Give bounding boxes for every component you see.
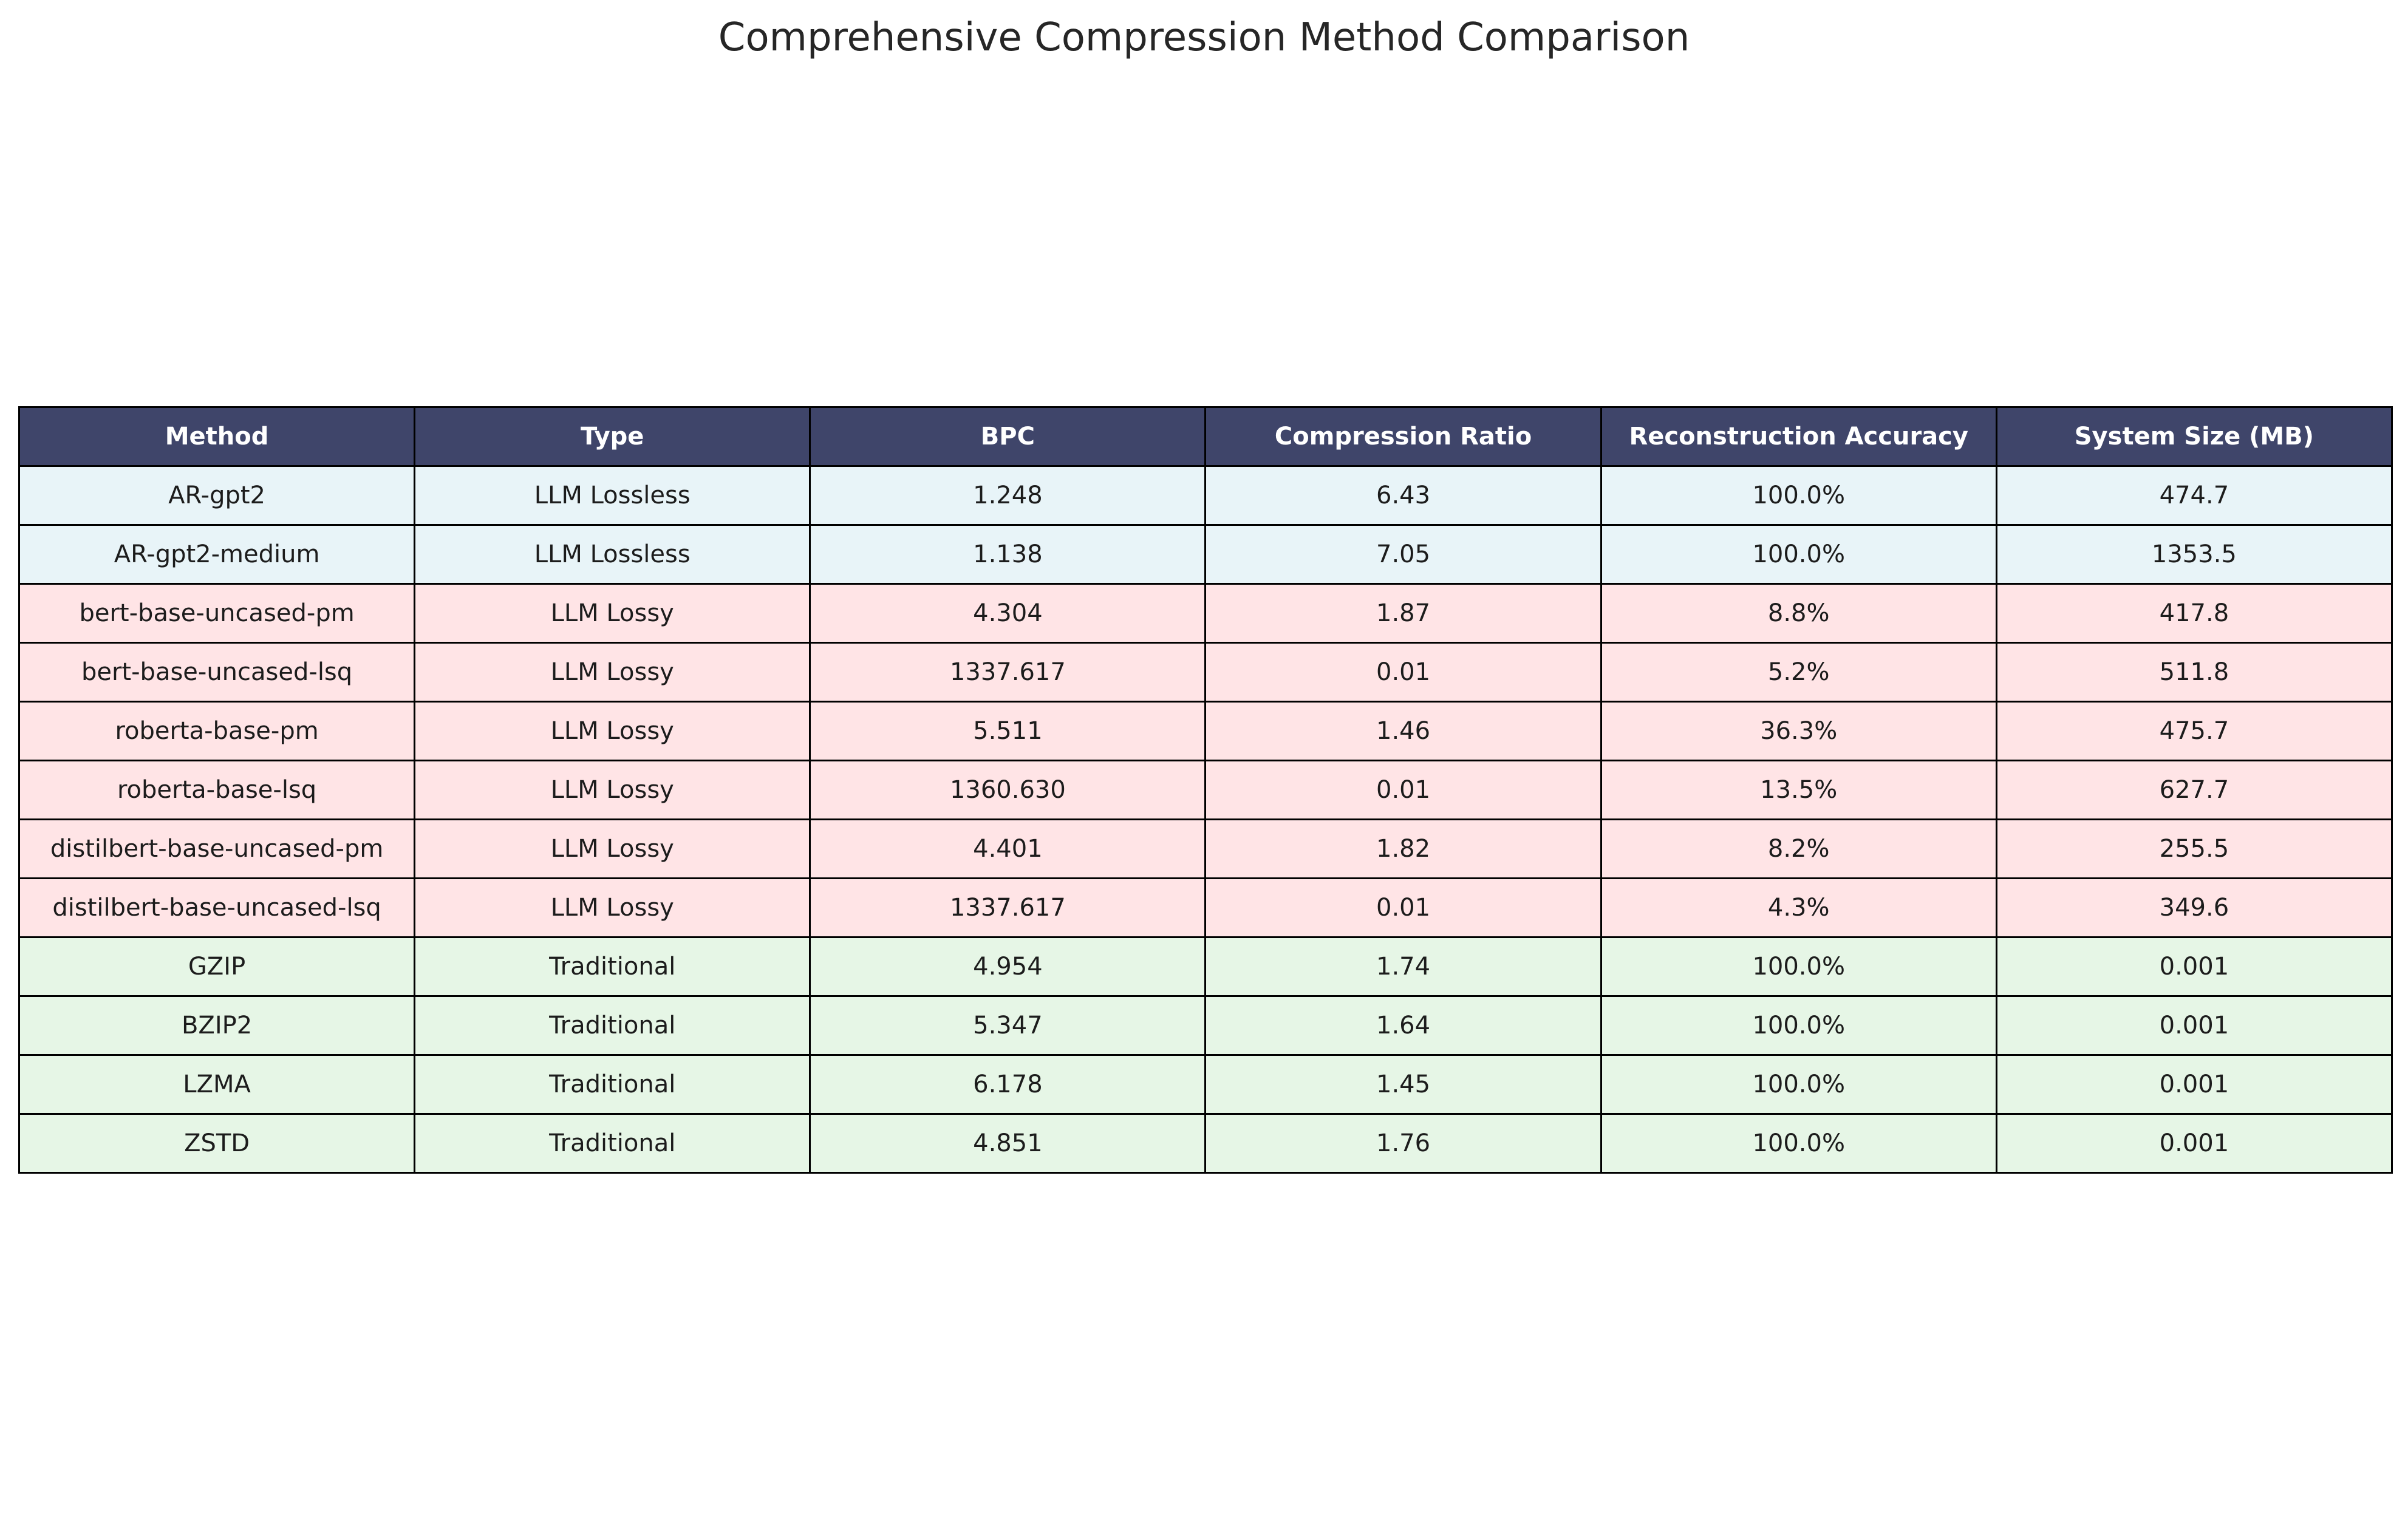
table-row: bert-base-uncased-lsq LLM Lossy 1337.617 0.…: [18, 642, 2393, 703]
bpc-cell: 1360.630: [809, 760, 1207, 820]
system-size-cell: 417.8: [1995, 583, 2393, 644]
header-system-size: System Size (MB): [1995, 406, 2393, 467]
system-size-cell: 511.8: [1995, 642, 2393, 703]
table-body: AR-gpt2 LLM Lossless 1.248 6.43 100.0% 474.7 A…: [18, 465, 2393, 1174]
reconstruction-accuracy-cell: 100.0%: [1600, 995, 1997, 1056]
compression-ratio-cell: 1.82: [1204, 818, 1602, 879]
method-cell: distilbert-base-uncased-pm: [18, 818, 416, 879]
chart-title: Comprehensive Compression Method Compari…: [718, 15, 1690, 60]
type-cell: Traditional: [414, 936, 811, 997]
system-size-cell: 474.7: [1995, 465, 2393, 526]
header-reconstruction-accuracy: Reconstruction Accuracy: [1600, 406, 1997, 467]
compression-ratio-cell: 1.87: [1204, 583, 1602, 644]
method-cell: BZIP2: [18, 995, 416, 1056]
reconstruction-accuracy-cell: 100.0%: [1600, 1054, 1997, 1115]
reconstruction-accuracy-cell: 100.0%: [1600, 936, 1997, 997]
bpc-cell: 1.138: [809, 524, 1207, 585]
compression-ratio-cell: 1.76: [1204, 1113, 1602, 1174]
bpc-cell: 5.347: [809, 995, 1207, 1056]
reconstruction-accuracy-cell: 4.3%: [1600, 877, 1997, 938]
system-size-cell: 0.001: [1995, 936, 2393, 997]
reconstruction-accuracy-cell: 5.2%: [1600, 642, 1997, 703]
compression-ratio-cell: 7.05: [1204, 524, 1602, 585]
header-bpc: BPC: [809, 406, 1207, 467]
table-row: bert-base-uncased-pm LLM Lossy 4.304 1.87 8.…: [18, 583, 2393, 644]
system-size-cell: 255.5: [1995, 818, 2393, 879]
compression-ratio-cell: 6.43: [1204, 465, 1602, 526]
bpc-cell: 4.304: [809, 583, 1207, 644]
bpc-cell: 4.954: [809, 936, 1207, 997]
header-compression-ratio: Compression Ratio: [1204, 406, 1602, 467]
table-row: roberta-base-pm LLM Lossy 5.511 1.46 36.3% 47…: [18, 701, 2393, 761]
table-row: GZIP Traditional 4.954 1.74 100.0% 0.001: [18, 936, 2393, 997]
table-row: distilbert-base-uncased-pm LLM Lossy 4.401…: [18, 818, 2393, 879]
type-cell: LLM Lossy: [414, 818, 811, 879]
type-cell: LLM Lossless: [414, 524, 811, 585]
reconstruction-accuracy-cell: 8.2%: [1600, 818, 1997, 879]
type-cell: LLM Lossy: [414, 583, 811, 644]
method-cell: distilbert-base-uncased-lsq: [18, 877, 416, 938]
method-cell: AR-gpt2-medium: [18, 524, 416, 585]
system-size-cell: 0.001: [1995, 995, 2393, 1056]
type-cell: LLM Lossless: [414, 465, 811, 526]
bpc-cell: 1337.617: [809, 642, 1207, 703]
bpc-cell: 4.851: [809, 1113, 1207, 1174]
method-cell: GZIP: [18, 936, 416, 997]
method-cell: ZSTD: [18, 1113, 416, 1174]
compression-ratio-cell: 0.01: [1204, 642, 1602, 703]
bpc-cell: 6.178: [809, 1054, 1207, 1115]
table-row: AR-gpt2-medium LLM Lossless 1.138 7.05 100.0…: [18, 524, 2393, 585]
method-cell: roberta-base-lsq: [18, 760, 416, 820]
system-size-cell: 0.001: [1995, 1054, 2393, 1115]
compression-ratio-cell: 1.46: [1204, 701, 1602, 761]
reconstruction-accuracy-cell: 100.0%: [1600, 465, 1997, 526]
table-row: BZIP2 Traditional 5.347 1.64 100.0% 0.001: [18, 995, 2393, 1056]
bpc-cell: 1.248: [809, 465, 1207, 526]
table-row: ZSTD Traditional 4.851 1.76 100.0% 0.001: [18, 1113, 2393, 1174]
table-row: distilbert-base-uncased-lsq LLM Lossy 1337…: [18, 877, 2393, 938]
system-size-cell: 1353.5: [1995, 524, 2393, 585]
method-cell: bert-base-uncased-lsq: [18, 642, 416, 703]
type-cell: Traditional: [414, 1113, 811, 1174]
type-cell: Traditional: [414, 1054, 811, 1115]
header-type: Type: [414, 406, 811, 467]
reconstruction-accuracy-cell: 13.5%: [1600, 760, 1997, 820]
system-size-cell: 0.001: [1995, 1113, 2393, 1174]
type-cell: LLM Lossy: [414, 877, 811, 938]
type-cell: LLM Lossy: [414, 642, 811, 703]
system-size-cell: 627.7: [1995, 760, 2393, 820]
bpc-cell: 4.401: [809, 818, 1207, 879]
comparison-table-container: Method Type BPC Compression Ratio Recons…: [18, 406, 2393, 1174]
reconstruction-accuracy-cell: 36.3%: [1600, 701, 1997, 761]
type-cell: Traditional: [414, 995, 811, 1056]
compression-ratio-cell: 1.45: [1204, 1054, 1602, 1115]
method-cell: AR-gpt2: [18, 465, 416, 526]
system-size-cell: 349.6: [1995, 877, 2393, 938]
bpc-cell: 5.511: [809, 701, 1207, 761]
table-row: LZMA Traditional 6.178 1.45 100.0% 0.001: [18, 1054, 2393, 1115]
type-cell: LLM Lossy: [414, 760, 811, 820]
header-row: Method Type BPC Compression Ratio Recons…: [18, 406, 2393, 467]
method-cell: bert-base-uncased-pm: [18, 583, 416, 644]
method-cell: roberta-base-pm: [18, 701, 416, 761]
compression-ratio-cell: 0.01: [1204, 877, 1602, 938]
compression-ratio-cell: 0.01: [1204, 760, 1602, 820]
table-row: roberta-base-lsq LLM Lossy 1360.630 0.01 13.…: [18, 760, 2393, 820]
compression-ratio-cell: 1.64: [1204, 995, 1602, 1056]
method-cell: LZMA: [18, 1054, 416, 1115]
bpc-cell: 1337.617: [809, 877, 1207, 938]
compression-ratio-cell: 1.74: [1204, 936, 1602, 997]
table-row: AR-gpt2 LLM Lossless 1.248 6.43 100.0% 474.7: [18, 465, 2393, 526]
header-method: Method: [18, 406, 416, 467]
reconstruction-accuracy-cell: 100.0%: [1600, 1113, 1997, 1174]
type-cell: LLM Lossy: [414, 701, 811, 761]
reconstruction-accuracy-cell: 8.8%: [1600, 583, 1997, 644]
reconstruction-accuracy-cell: 100.0%: [1600, 524, 1997, 585]
comparison-table: Method Type BPC Compression Ratio Recons…: [18, 406, 2393, 1174]
system-size-cell: 475.7: [1995, 701, 2393, 761]
